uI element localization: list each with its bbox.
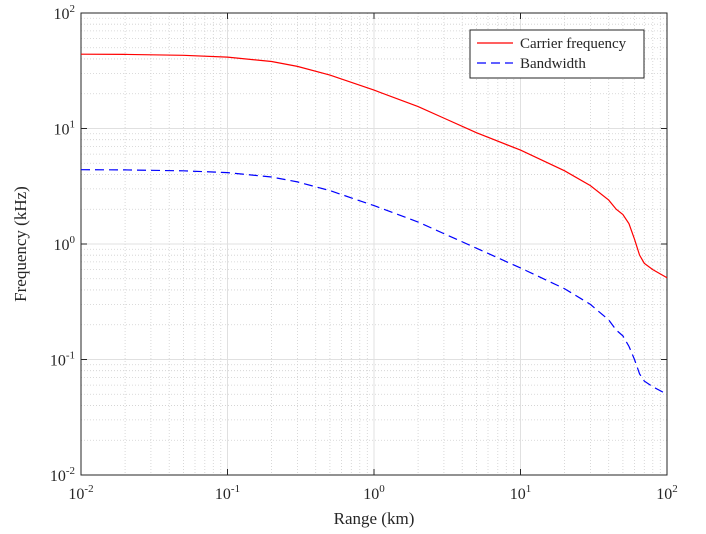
x-tick-label: 10-2 — [68, 483, 93, 503]
x-axis-label: Range (km) — [334, 509, 415, 528]
y-tick-label: 101 — [54, 119, 76, 139]
series-line — [80, 53, 668, 279]
x-tick-label: 10-1 — [215, 483, 240, 503]
legend-box — [469, 29, 645, 79]
x-tick-label: 102 — [656, 483, 678, 503]
x-tick-label: 101 — [510, 483, 532, 503]
series-line — [80, 169, 668, 395]
x-tick-label: 100 — [363, 483, 385, 503]
y-tick-label: 102 — [54, 3, 76, 23]
y-tick-label: 100 — [54, 234, 76, 254]
legend-label: Bandwidth — [520, 56, 586, 72]
y-tick-label: 10-2 — [50, 465, 75, 485]
plot-frame — [80, 12, 668, 476]
legend-label: Carrier frequency — [520, 36, 627, 52]
y-axis-label: Frequency (kHz) — [11, 186, 30, 302]
y-tick-label: 10-1 — [50, 350, 75, 370]
